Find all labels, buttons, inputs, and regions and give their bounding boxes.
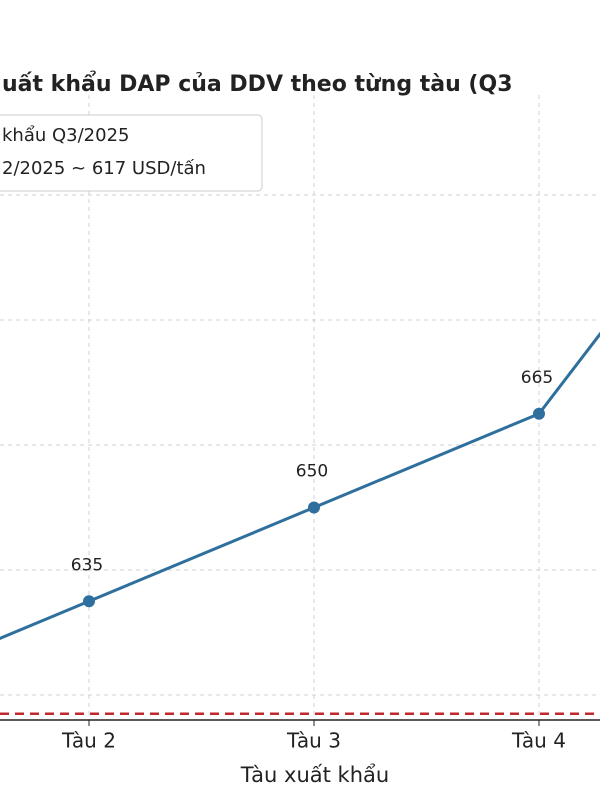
data-line	[0, 331, 600, 640]
value-label: 650	[296, 462, 328, 482]
value-label: 635	[71, 555, 103, 575]
data-point	[533, 407, 545, 420]
x-tick-label: Tàu 4	[511, 729, 566, 753]
x-tick-label: Tàu 2	[61, 729, 116, 753]
x-tick-label: Tàu 3	[286, 729, 341, 753]
legend-label: 2/2025 ~ 617 USD/tấn	[2, 158, 206, 179]
x-axis-label: Tàu xuất khẩu	[240, 763, 389, 787]
legend-box	[0, 114, 263, 192]
data-point	[83, 595, 95, 608]
legend-label: khẩu Q3/2025	[2, 125, 130, 146]
chart-title: uất khẩu DAP của DDV theo từng tàu (Q3	[2, 71, 513, 97]
data-point	[308, 501, 320, 514]
value-label: 665	[521, 368, 553, 388]
